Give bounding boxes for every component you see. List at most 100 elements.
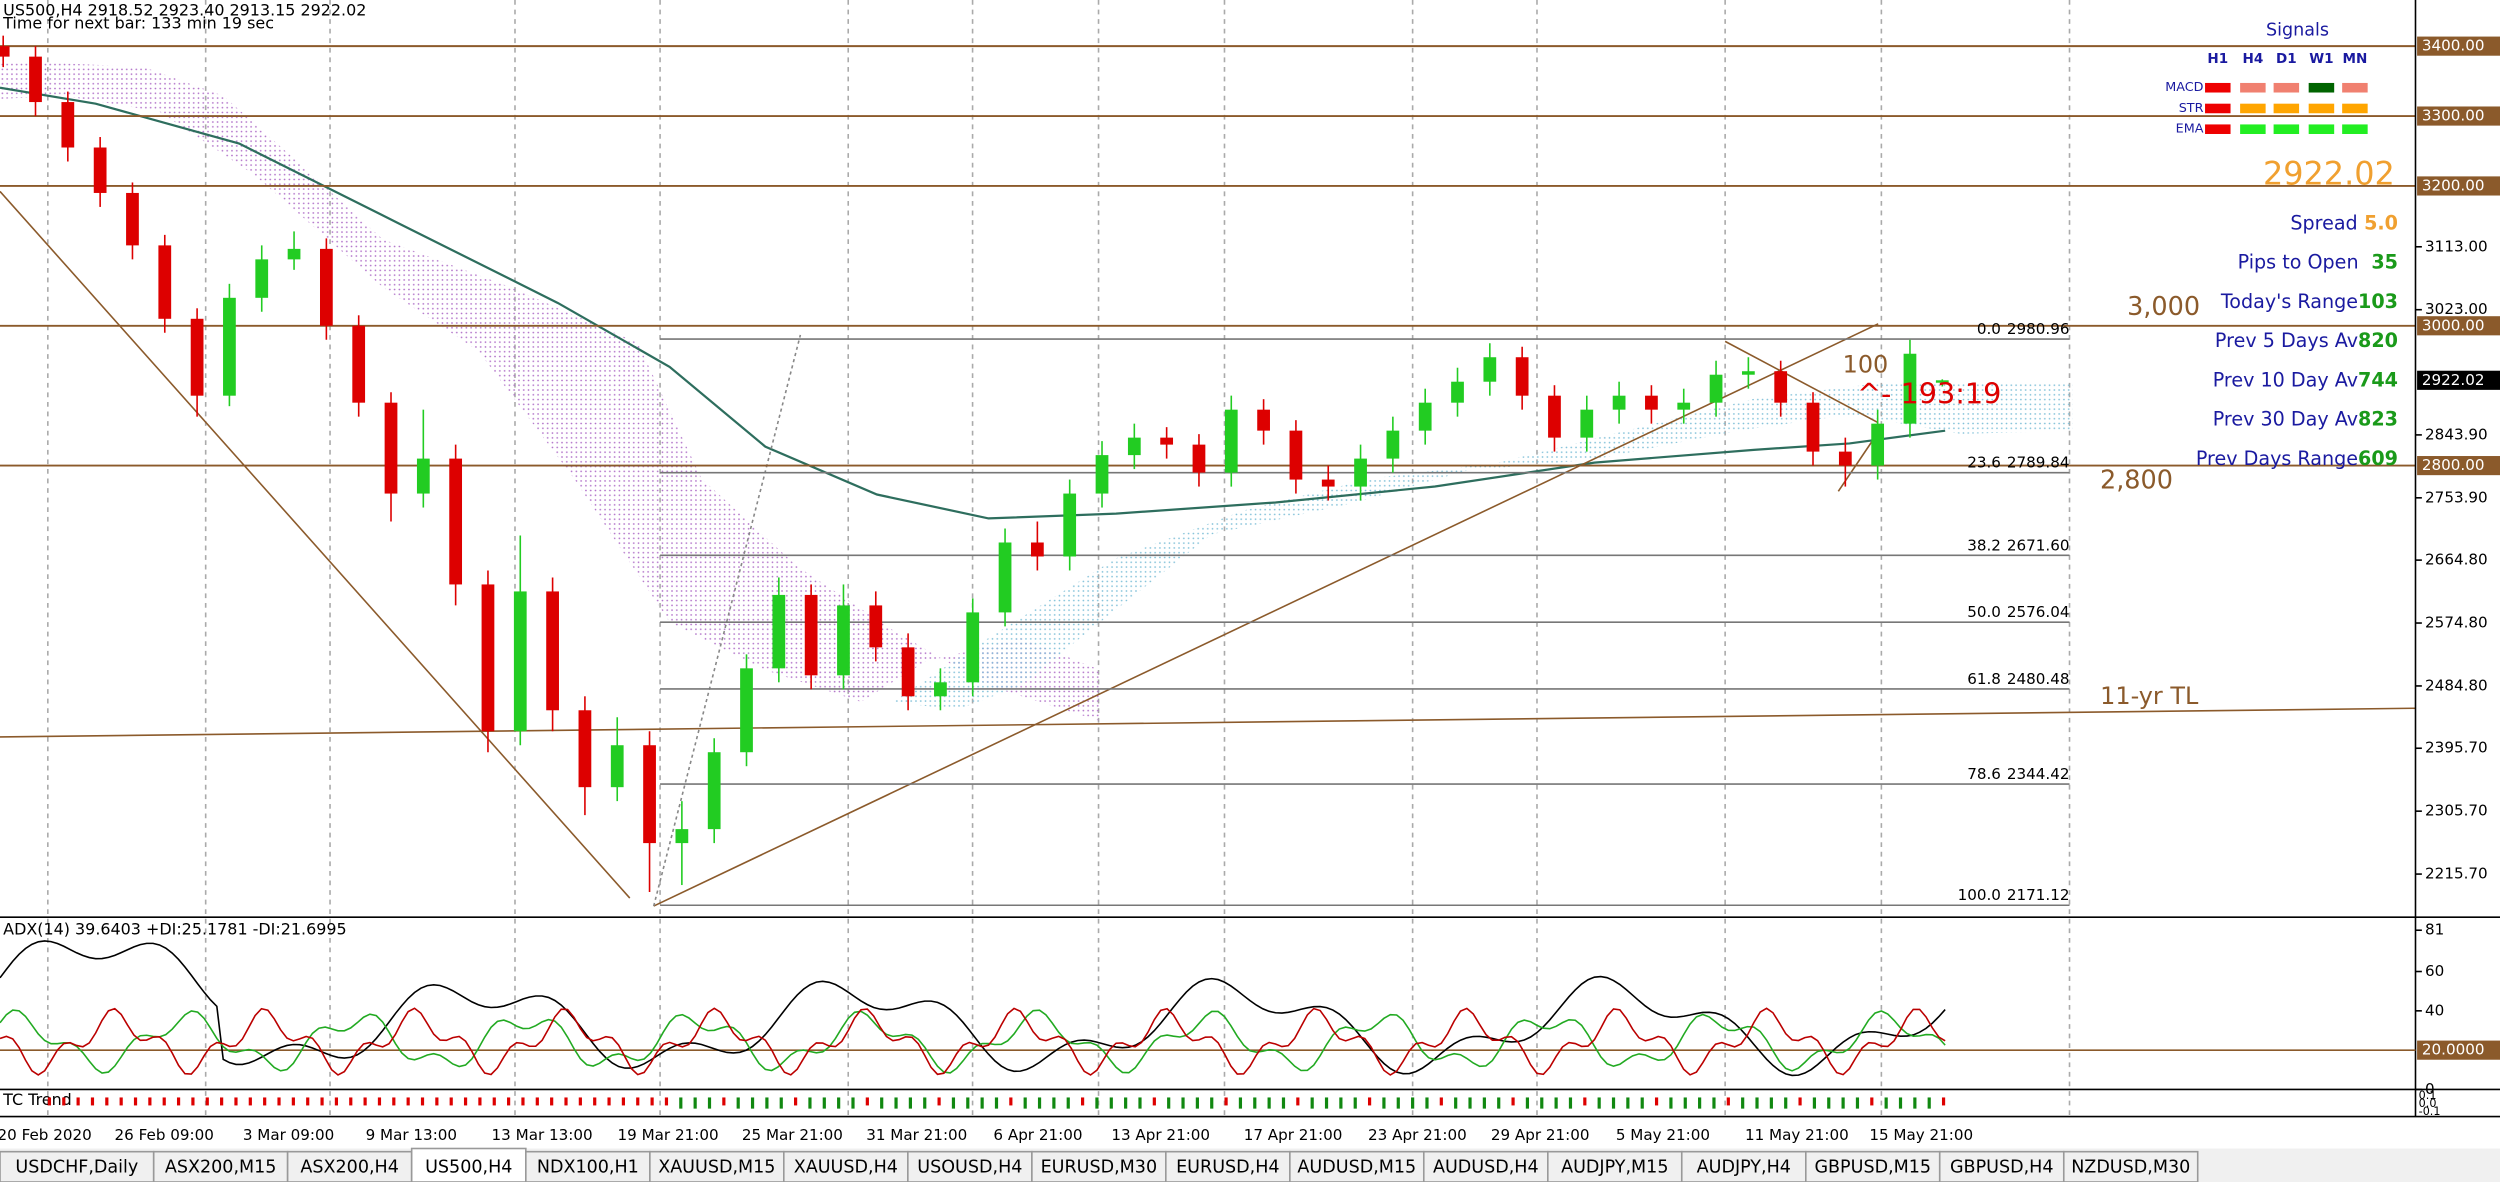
tc-marker xyxy=(1497,1097,1501,1109)
tab[interactable] xyxy=(1289,1150,1425,1182)
tab-label[interactable]: AUDJPY,H4 xyxy=(1697,1158,1791,1178)
tab[interactable] xyxy=(1680,1150,1807,1182)
tc-marker xyxy=(1898,1097,1903,1109)
tc-marker xyxy=(650,1097,654,1106)
candle-body xyxy=(675,829,689,844)
tab-label[interactable]: XAUUSD,H4 xyxy=(794,1158,898,1178)
tc-marker xyxy=(277,1097,281,1106)
tab[interactable] xyxy=(1165,1150,1291,1182)
tab[interactable] xyxy=(1031,1150,1167,1182)
info-row: Prev 30 Day Av823 xyxy=(2213,407,2398,430)
candle-body xyxy=(255,259,269,298)
x-tick-label: 5 May 21:00 xyxy=(1616,1126,1710,1144)
fib-level: 78.6 xyxy=(1967,765,2001,783)
tab[interactable] xyxy=(649,1150,785,1182)
info-value: 744 xyxy=(2358,368,2398,391)
tab[interactable] xyxy=(783,1150,909,1182)
adx-panel: 81 60 40 0 20.0000 xyxy=(0,921,2500,1098)
candle-body xyxy=(1354,458,1367,487)
tc-marker xyxy=(1066,1097,1070,1109)
tab[interactable] xyxy=(907,1150,1033,1182)
candle-body xyxy=(1838,451,1852,466)
y-tick-label: 0 xyxy=(2425,1080,2435,1098)
price-big: 2922.02 xyxy=(2263,154,2395,192)
signal-column: H4 xyxy=(2242,51,2263,67)
annotation: 11-yr TL xyxy=(2100,682,2199,710)
tc-marker xyxy=(794,1097,798,1106)
tc-marker xyxy=(564,1097,568,1106)
tab-label[interactable]: AUDUSD,H4 xyxy=(1433,1158,1539,1178)
tab-label[interactable]: ASX200,M15 xyxy=(165,1158,277,1178)
tc-marker xyxy=(1195,1097,1199,1109)
symbol-line: US500,H4 2918.52 2923.40 2913.15 2922.02 xyxy=(3,1,366,20)
tab-label[interactable]: GBPUSD,H4 xyxy=(1950,1158,2054,1178)
signal-column: W1 xyxy=(2309,51,2333,67)
tab-label[interactable]: XAUUSD,M15 xyxy=(658,1158,775,1178)
level-label: 3200.00 xyxy=(2422,176,2485,194)
tc-marker xyxy=(707,1097,712,1109)
tc-marker xyxy=(1367,1097,1372,1106)
fib-level: 100.0 xyxy=(1958,886,2001,904)
tc-marker xyxy=(994,1097,999,1109)
candle-body xyxy=(481,584,495,732)
signal-box xyxy=(2205,124,2231,134)
tab-label[interactable]: AUDJPY,M15 xyxy=(1561,1158,1668,1178)
tc-marker xyxy=(722,1097,726,1106)
tc-marker xyxy=(406,1097,410,1106)
candle-body xyxy=(513,591,527,732)
x-tick-label: 26 Feb 09:00 xyxy=(115,1126,214,1144)
tab-label[interactable]: NDX100,H1 xyxy=(537,1158,639,1178)
tab-label[interactable]: AUDUSD,M15 xyxy=(1297,1158,1416,1178)
candle-body xyxy=(1030,542,1044,557)
signals-panel: Signals H1 H4 D1 W1 MN MACD STR EMA xyxy=(2165,20,2368,137)
tc-marker xyxy=(535,1097,539,1106)
tab[interactable] xyxy=(1547,1150,1683,1182)
candle-body xyxy=(190,318,204,396)
annotation: 2,800 xyxy=(2100,466,2173,496)
tc-marker xyxy=(1339,1097,1343,1109)
tab-label[interactable]: USOUSD,H4 xyxy=(917,1158,1022,1178)
info-value: 823 xyxy=(2358,407,2398,430)
tc-marker xyxy=(1597,1097,1601,1109)
candle-body xyxy=(449,458,463,585)
adx-level-box xyxy=(2417,1040,2500,1060)
tc-marker xyxy=(865,1097,869,1106)
info-value: 5.0 xyxy=(2364,211,2398,234)
tc-marker xyxy=(1238,1097,1243,1109)
tab-label[interactable]: EURUSD,H4 xyxy=(1176,1158,1279,1178)
tc-marker xyxy=(521,1097,525,1106)
level-label: 3000.00 xyxy=(2422,316,2485,334)
tc-marker xyxy=(1324,1097,1329,1109)
tc-marker xyxy=(693,1097,697,1109)
tc-marker xyxy=(119,1097,123,1106)
tab-label[interactable]: EURUSD,M30 xyxy=(1041,1158,1158,1178)
candle-body xyxy=(1548,395,1561,438)
current-price-box xyxy=(2417,370,2500,390)
fib-price: 2789.84 xyxy=(2007,454,2070,472)
tab[interactable] xyxy=(286,1150,413,1182)
tab-label[interactable]: GBPUSD,M15 xyxy=(1814,1158,1931,1178)
fib-level: 38.2 xyxy=(1967,536,2001,554)
tc-marker xyxy=(320,1097,324,1106)
tc-marker xyxy=(1611,1097,1616,1109)
current-price-label: 2922.02 xyxy=(2422,371,2485,389)
tab-label[interactable]: USDCHF,Daily xyxy=(15,1158,138,1178)
y-tick-label: 3113.00 xyxy=(2425,237,2488,255)
signal-box xyxy=(2205,103,2231,114)
y-tick-label: 0.0 xyxy=(2419,1097,2437,1110)
tab-label[interactable]: ASX200,H4 xyxy=(300,1158,398,1178)
info-row: Prev 10 Day Av744 xyxy=(2213,368,2398,391)
tab[interactable] xyxy=(1422,1150,1549,1182)
tab[interactable] xyxy=(2062,1150,2199,1182)
tc-marker xyxy=(1396,1097,1400,1109)
candle-body xyxy=(1257,409,1270,431)
tab-label[interactable]: NZDUSD,M30 xyxy=(2071,1158,2190,1178)
tc-marker xyxy=(1482,1097,1486,1109)
signal-row: EMA xyxy=(2176,122,2204,137)
tc-marker xyxy=(923,1097,927,1109)
tab-label[interactable]: US500,H4 xyxy=(425,1158,512,1178)
candle-body xyxy=(61,102,75,148)
y-tick-label: 2484.80 xyxy=(2425,676,2488,694)
